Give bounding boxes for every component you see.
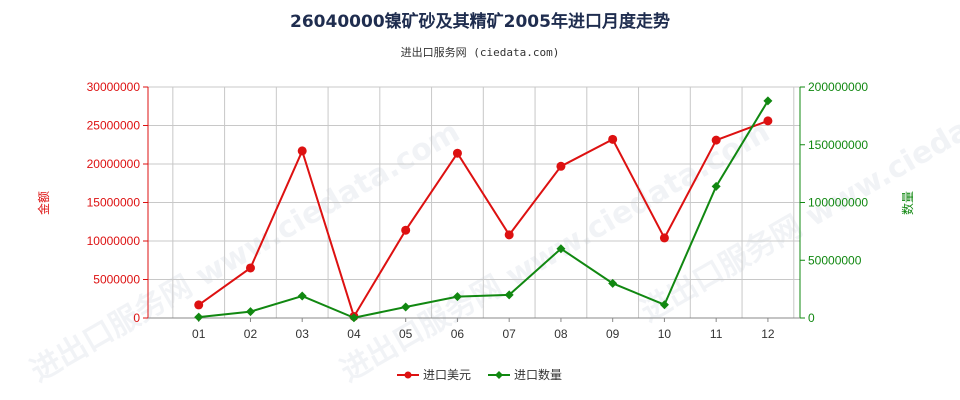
legend-swatch-marker: [404, 371, 412, 379]
data-point-left: [763, 116, 773, 126]
left-tick-label: 20000000: [87, 157, 141, 171]
data-point-right: [297, 291, 307, 301]
data-point-left: [711, 135, 721, 145]
data-point-left: [194, 300, 204, 310]
data-point-left: [452, 148, 462, 158]
x-tick-label: 06: [451, 327, 465, 341]
data-point-right: [452, 292, 462, 302]
right-axis-label: 数量: [900, 191, 915, 215]
data-point-right: [556, 244, 566, 254]
left-tick-label: 10000000: [87, 234, 141, 248]
data-point-right: [401, 302, 411, 312]
right-tick-label: 200000000: [808, 80, 868, 94]
data-point-right: [659, 300, 669, 310]
legend-swatch-marker: [495, 371, 503, 379]
right-tick-label: 50000000: [808, 253, 862, 267]
data-point-right: [504, 290, 514, 300]
data-point-right: [763, 96, 773, 106]
x-tick-label: 04: [347, 327, 361, 341]
data-point-left: [504, 230, 514, 240]
x-tick-label: 08: [554, 327, 568, 341]
data-point-left: [608, 134, 618, 144]
x-tick-label: 03: [296, 327, 310, 341]
x-axis-ticks: 01 02 03 04 05 06 07 08 09 10 11 12: [192, 318, 775, 341]
right-tick-label: 0: [808, 311, 815, 325]
series-layer: [194, 96, 773, 323]
data-point-left: [297, 146, 307, 156]
chart-title: 26040000镍矿砂及其精矿2005年进口月度走势: [290, 11, 670, 32]
data-point-right: [245, 307, 255, 317]
left-tick-label: 30000000: [87, 80, 141, 94]
legend[interactable]: 进口美元 进口数量: [397, 367, 562, 382]
data-point-right: [194, 312, 204, 322]
left-tick-label: 15000000: [87, 196, 141, 210]
left-tick-label: 5000000: [93, 273, 140, 287]
x-tick-label: 07: [503, 327, 517, 341]
legend-entry-label[interactable]: 进口数量: [514, 367, 562, 382]
series-line-right: [198, 100, 769, 319]
legend-entry-label[interactable]: 进口美元: [423, 368, 471, 382]
data-point-left: [659, 233, 669, 243]
x-tick-label: 01: [192, 327, 206, 341]
x-tick-label: 12: [761, 327, 775, 341]
data-point-right: [711, 181, 721, 191]
right-tick-label: 100000000: [808, 196, 868, 210]
gridlines: [148, 86, 800, 319]
data-point-right: [608, 278, 618, 288]
x-tick-label: 10: [658, 327, 672, 341]
left-tick-label: 25000000: [87, 119, 141, 133]
right-axis-ticks: 0 50000000 100000000 150000000 200000000: [800, 80, 868, 325]
data-point-right: [349, 313, 359, 323]
x-tick-label: 05: [399, 327, 413, 341]
series-line-left: [198, 119, 769, 319]
right-tick-label: 150000000: [808, 138, 868, 152]
x-tick-label: 11: [710, 327, 723, 341]
data-point-left: [556, 161, 566, 171]
left-axis-ticks: 0 5000000 10000000 15000000 20000000 25000000…: [87, 80, 148, 325]
left-axis-label: 金额: [36, 191, 51, 215]
x-tick-label: 02: [244, 327, 258, 341]
data-point-left: [401, 225, 411, 235]
x-tick-label: 09: [606, 327, 620, 341]
data-point-left: [245, 263, 255, 273]
left-tick-label: 0: [133, 311, 140, 325]
chart-subtitle: 进出口服务网 (ciedata.com): [401, 45, 560, 59]
